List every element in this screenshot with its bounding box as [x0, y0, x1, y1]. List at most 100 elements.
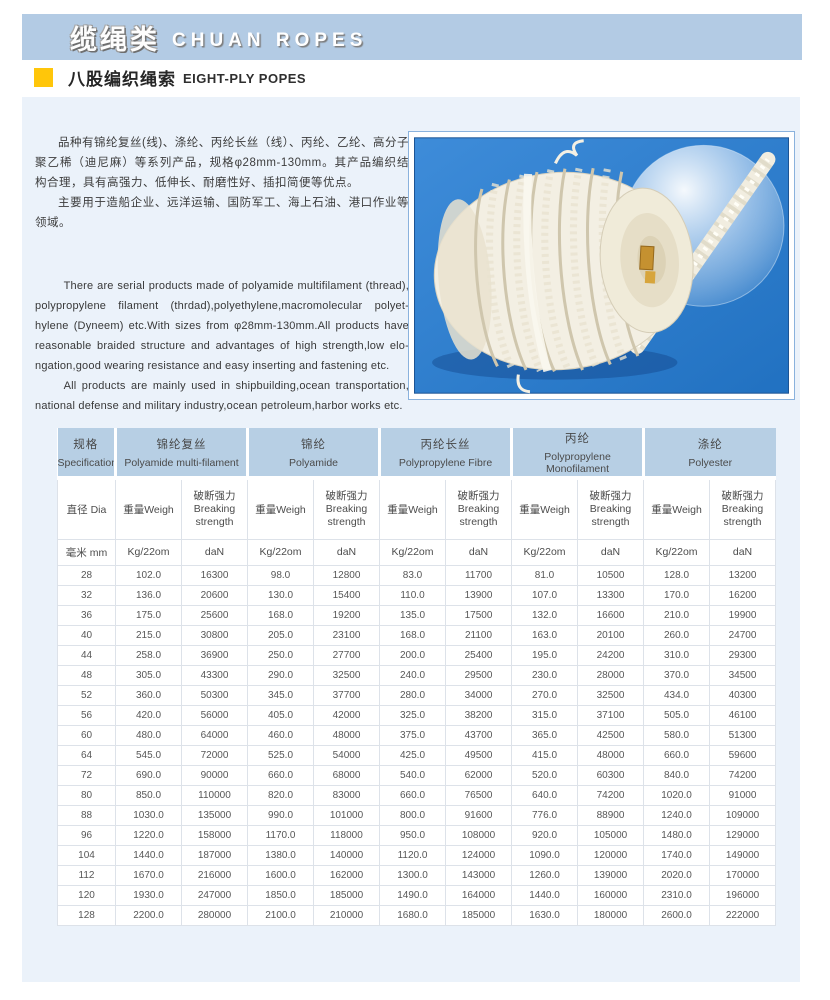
unit-weight: Kg/22om	[247, 538, 314, 566]
cell-value: 525.0	[247, 744, 314, 766]
cell-value: 1220.0	[115, 824, 182, 846]
cell-value: 187000	[181, 844, 248, 866]
rope-photo	[408, 131, 795, 400]
cell-value: 195.0	[511, 644, 579, 666]
cell-value: 124000	[444, 844, 513, 866]
cell-value: 185000	[444, 904, 513, 926]
cell-value: 315.0	[511, 704, 579, 726]
cell-value: 168.0	[247, 604, 314, 626]
cell-diameter: 40	[57, 624, 116, 646]
cell-value: 62000	[444, 764, 513, 786]
group-label-en: Polyamide multi-filament	[124, 456, 239, 469]
intro-paragraph-en-2: All products are mainly used in shipbuil…	[35, 380, 409, 412]
cell-value: 13200	[709, 564, 777, 586]
cell-value: 91000	[709, 784, 777, 806]
cell-value: 48000	[313, 724, 380, 746]
cell-value: 200.0	[379, 644, 446, 666]
cell-value: 405.0	[247, 704, 314, 726]
cell-value: 210000	[313, 904, 380, 926]
col-group-polyamide-multifilament: 锦纶复丝 Polyamide multi-filament	[115, 428, 249, 480]
cell-value: 42500	[577, 724, 645, 746]
cell-diameter: 36	[57, 604, 116, 626]
cell-value: 2310.0	[643, 884, 711, 906]
cell-diameter: 112	[57, 864, 116, 886]
cell-diameter: 52	[57, 684, 116, 706]
cell-value: 415.0	[511, 744, 579, 766]
subheader-weight: 重量Weigh	[643, 477, 711, 540]
cell-value: 2020.0	[643, 864, 711, 886]
section-title-zh: 八股编织绳索	[68, 69, 176, 89]
cell-value: 1930.0	[115, 884, 182, 906]
cell-value: 16300	[181, 564, 248, 586]
cell-value: 21100	[444, 624, 513, 646]
cell-value: 360.0	[115, 684, 182, 706]
rope-tuft	[516, 374, 531, 394]
cell-value: 60300	[577, 764, 645, 786]
unit-weight: Kg/22om	[511, 538, 579, 566]
cell-value: 1490.0	[379, 884, 446, 906]
cell-value: 27700	[313, 644, 380, 666]
cell-value: 1030.0	[115, 804, 182, 826]
cell-value: 163.0	[511, 624, 579, 646]
cell-value: 1240.0	[643, 804, 711, 826]
table-row: 104 1440.0 187000 1380.0 140000 1120.0 124000 1…	[57, 844, 777, 866]
cell-value: 420.0	[115, 704, 182, 726]
cell-value: 820.0	[247, 784, 314, 806]
specification-table: 规格 Specification 锦纶复丝 Polyamide multi-fi…	[57, 428, 777, 926]
table-row: 48 305.0 43300 290.0 32500 240.0 29500 230.0 280…	[57, 664, 777, 686]
cell-value: 545.0	[115, 744, 182, 766]
cell-value: 24700	[709, 624, 777, 646]
cell-value: 76500	[444, 784, 513, 806]
cell-diameter: 48	[57, 664, 116, 686]
unit-strength: daN	[577, 538, 645, 566]
table-row: 32 136.0 20600 130.0 15400 110.0 13900 107.0 133…	[57, 584, 777, 606]
cell-value: 215.0	[115, 624, 182, 646]
bullet-square-icon	[34, 67, 53, 87]
cell-value: 222000	[709, 904, 777, 926]
table-row: 44 258.0 36900 250.0 27700 200.0 25400 195.0 242…	[57, 644, 777, 666]
cell-value: 136.0	[115, 584, 182, 606]
table-row: 52 360.0 50300 345.0 37700 280.0 34000 270.0 325…	[57, 684, 777, 706]
cell-value: 32500	[313, 664, 380, 686]
cell-value: 1440.0	[511, 884, 579, 906]
cell-value: 170.0	[643, 584, 711, 606]
cell-value: 43700	[444, 724, 513, 746]
unit-weight: Kg/22om	[115, 538, 182, 566]
table-row: 72 690.0 90000 660.0 68000 540.0 62000 520.0 603…	[57, 764, 777, 786]
table-row: 112 1670.0 216000 1600.0 162000 1300.0 143000 1…	[57, 864, 777, 886]
rope-coil	[433, 139, 694, 394]
group-label-zh: 锦纶	[301, 438, 326, 451]
cell-value: 110000	[181, 784, 248, 806]
col-group-polypropylene-monofilament: 丙纶 Polypropylene Monofilament	[511, 428, 646, 480]
cell-value: 20100	[577, 624, 645, 646]
cell-value: 37100	[577, 704, 645, 726]
cell-value: 48000	[577, 744, 645, 766]
cell-value: 205.0	[247, 624, 314, 646]
cell-value: 10500	[577, 564, 645, 586]
cell-value: 258.0	[115, 644, 182, 666]
table-row: 60 480.0 64000 460.0 48000 375.0 43700 365.0 425…	[57, 724, 777, 746]
subheader-strength: 破断强力 Breaking strength	[313, 477, 380, 540]
cell-value: 28000	[577, 664, 645, 686]
group-label-en: Polypropylene Monofilament	[544, 450, 611, 475]
rope-tuft	[554, 139, 584, 165]
cell-value: 2600.0	[643, 904, 711, 926]
group-label-en: Specification	[57, 456, 116, 469]
cell-value: 25600	[181, 604, 248, 626]
table-row: 36 175.0 25600 168.0 19200 135.0 17500 132.0 166…	[57, 604, 777, 626]
cell-value: 1480.0	[643, 824, 711, 846]
section-title-en: EIGHT-PLY POPES	[183, 71, 307, 86]
subheader-strength: 破断强力 Breaking strength	[181, 477, 248, 540]
table-row: 64 545.0 72000 525.0 54000 425.0 49500 415.0 480…	[57, 744, 777, 766]
cell-value: 690.0	[115, 764, 182, 786]
cell-value: 1680.0	[379, 904, 446, 926]
cell-value: 325.0	[379, 704, 446, 726]
unit-mm: 毫米 mm	[57, 538, 116, 566]
cell-value: 108000	[444, 824, 513, 846]
cell-value: 160000	[577, 884, 645, 906]
cell-value: 72000	[181, 744, 248, 766]
group-label-zh: 规格	[73, 438, 99, 451]
cell-value: 23100	[313, 624, 380, 646]
cell-value: 110.0	[379, 584, 446, 606]
cell-value: 30800	[181, 624, 248, 646]
